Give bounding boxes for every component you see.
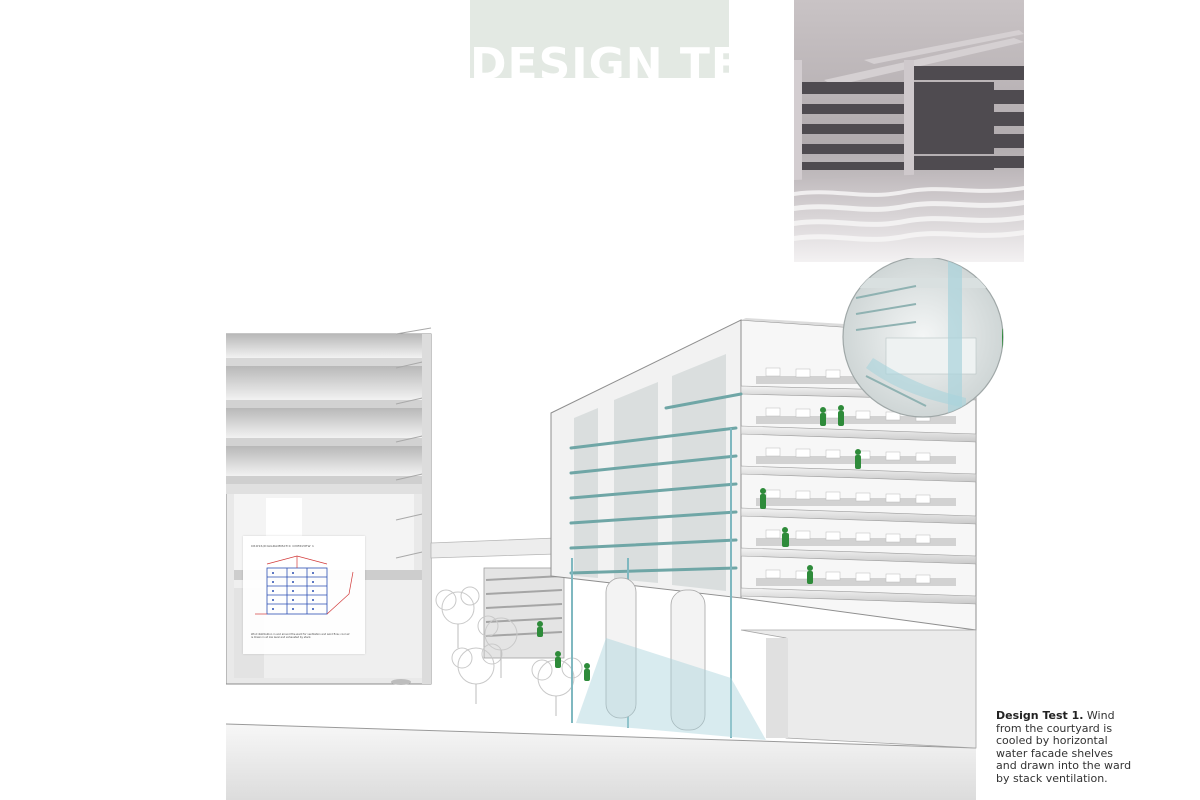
diagram-note: Wind distribution in and around the ward… [251, 633, 350, 639]
interior-rendering-photo [794, 0, 1024, 262]
page-title: DESIGN TEST [470, 39, 729, 79]
building-section-illustration [226, 258, 1004, 800]
figure-caption: Design Test 1. Wind from the courtyard i… [996, 709, 1136, 785]
left-building [226, 327, 432, 685]
caption-heading: Design Test 1. [996, 709, 1084, 722]
title-block: DESIGN TEST [470, 0, 729, 78]
diagram-title: CROSS/DIAGRAMMATIC OVERVIEW 1 [251, 544, 315, 548]
ventilation-diagram: CROSS/DIAGRAMMATIC OVERVIEW 1 Wind distr… [243, 536, 365, 654]
detail-lens [842, 258, 1004, 418]
diagram-drawing [255, 555, 354, 615]
caption-text: Wind from the courtyard is cooled by hor… [996, 709, 1132, 785]
